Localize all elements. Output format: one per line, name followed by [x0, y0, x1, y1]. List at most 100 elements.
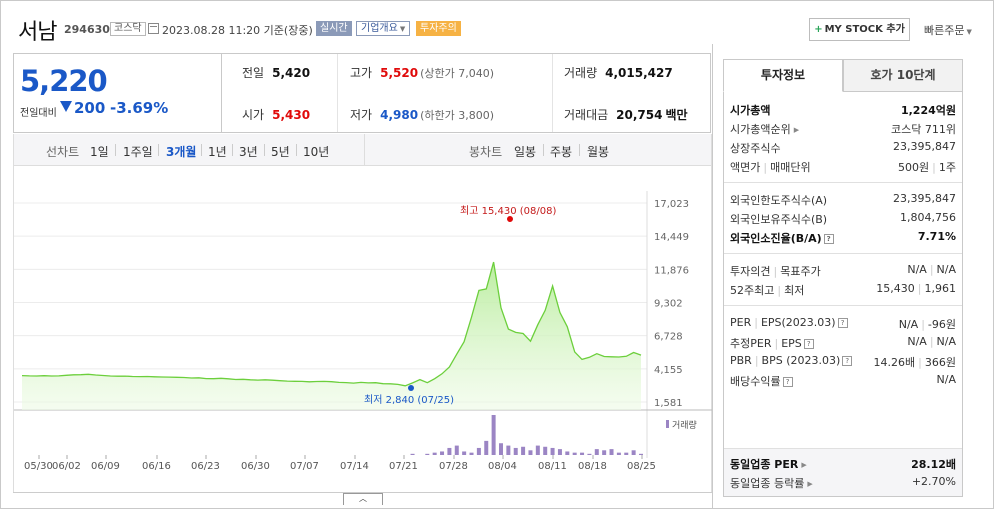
- x-tick-label: 07/21: [389, 461, 418, 472]
- help-icon[interactable]: ?: [842, 356, 853, 366]
- row-value2: 1주: [938, 161, 956, 174]
- stat-value: 4,015,427: [605, 66, 673, 80]
- y-tick-label: 14,449: [654, 232, 689, 243]
- chevron-down-icon: ▼: [966, 28, 972, 36]
- volume-bar: [410, 453, 415, 455]
- tab-weekly[interactable]: 주봉: [550, 145, 573, 159]
- row-peer-per[interactable]: 동일업종 PER ▶ 28.12배: [730, 456, 956, 472]
- stock-code: 294630: [64, 23, 110, 36]
- row-key2: BPS (2023.03): [761, 354, 841, 367]
- stat-label: 전일: [242, 66, 265, 80]
- investment-info-panel: 투자정보 호가 10단계 시가총액 1,224억원 시가총액순위 ▶ 코스닥 71…: [712, 44, 994, 509]
- tab-1w[interactable]: 1주일: [123, 145, 153, 159]
- volume-bar: [572, 452, 577, 455]
- row-dividend: 배당수익률? N/A: [730, 373, 956, 389]
- tab-5y[interactable]: 5년: [271, 145, 290, 159]
- tabs-divider: [364, 134, 365, 166]
- volume-bar: [447, 447, 452, 455]
- y-tick-label: 4,155: [654, 365, 683, 376]
- max-label: 최고 15,430 (08/08): [460, 205, 556, 217]
- row-52week: 52주최고 | 최저 15,430 | 1,961: [730, 282, 956, 297]
- stat-high: 고가 5,520 (상한가 7,040): [350, 64, 494, 81]
- y-tick-label: 6,728: [654, 332, 683, 343]
- row-key: 상장주식수: [730, 142, 781, 155]
- min-label: 최저 2,840 (07/25): [364, 394, 454, 406]
- chart-collapse-button[interactable]: ︿: [343, 493, 383, 505]
- row-value: 15,430: [876, 282, 915, 295]
- investment-warning-badge: 투자주의: [416, 21, 461, 36]
- chevron-right-icon: ▶: [793, 126, 800, 134]
- help-icon[interactable]: ?: [823, 234, 834, 244]
- help-icon[interactable]: ?: [837, 318, 848, 328]
- tab-divider: [115, 144, 116, 156]
- tab-divider: [579, 144, 580, 156]
- price-chart-svg: 17,023 14,449 11,876 9,302 6,728 4,155 1,581 거…: [14, 191, 713, 472]
- tab-divider: [232, 144, 233, 156]
- row-key2: 매매단위: [770, 161, 811, 174]
- volume-bar: [469, 452, 474, 455]
- volume-bar: [462, 451, 467, 455]
- calendar-icon: [148, 23, 159, 34]
- y-tick-label: 9,302: [654, 299, 683, 310]
- chevron-right-icon: ▶: [801, 461, 807, 469]
- volume-bar: [535, 445, 540, 455]
- volume-bar: [557, 449, 562, 455]
- tab-divider: [296, 144, 297, 156]
- stat-low: 저가 4,980 (하한가 3,800): [350, 106, 494, 123]
- tab-1y[interactable]: 1년: [208, 145, 227, 159]
- volume-bar: [580, 452, 585, 455]
- volume-bar: [543, 446, 548, 455]
- row-key: 동일업종 등락률: [730, 477, 805, 490]
- peer-section: [724, 448, 962, 496]
- x-tick-label: 08/18: [578, 461, 607, 472]
- stat-label: 고가: [350, 66, 373, 80]
- chevron-right-icon: ▶: [807, 480, 813, 488]
- row-market-cap-rank[interactable]: 시가총액순위 ▶ 코스닥 711위: [730, 121, 956, 137]
- min-marker: [408, 385, 414, 391]
- stat-value: 5,420: [272, 66, 311, 80]
- volume-bar: [491, 415, 496, 455]
- row-est-per: 추정PER | EPS? N/A | N/A: [730, 335, 956, 350]
- tab-1d[interactable]: 1일: [90, 145, 109, 159]
- quick-order-label: 빠른주문: [924, 24, 965, 37]
- candle-chart-label: 봉차트: [469, 145, 503, 159]
- tab-3y[interactable]: 3년: [239, 145, 258, 159]
- row-value: N/A: [898, 318, 919, 331]
- help-icon[interactable]: ?: [782, 377, 793, 387]
- max-marker: [507, 216, 513, 222]
- investment-info-body: 시가총액 1,224억원 시가총액순위 ▶ 코스닥 711위 상장주식수 23,3…: [723, 92, 963, 497]
- row-key2: EPS: [781, 337, 802, 350]
- x-tick-label: 08/04: [488, 461, 517, 472]
- tab-investment-info[interactable]: 투자정보: [723, 59, 843, 92]
- row-par-value: 액면가 | 매매단위 500원 | 1주: [730, 161, 956, 174]
- row-key: 외국인보유주식수(B): [730, 213, 828, 226]
- help-icon[interactable]: ?: [803, 339, 814, 349]
- stat-open: 시가 5,430: [242, 106, 310, 123]
- row-peer-change[interactable]: 동일업종 등락률 ▶ +2.70%: [730, 475, 956, 491]
- company-overview-button[interactable]: 기업개요 ▼: [356, 21, 411, 36]
- row-key: PBR: [730, 354, 752, 367]
- row-key2: 최저: [784, 284, 805, 297]
- quick-order-button[interactable]: 빠른주문 ▼: [924, 22, 972, 38]
- tab-3m[interactable]: 3개월: [166, 145, 197, 159]
- info-tabs: 투자정보 호가 10단계: [723, 59, 963, 92]
- row-key: PER: [730, 316, 752, 329]
- volume-bar: [506, 445, 511, 455]
- stat-prev-close: 전일 5,420: [242, 64, 310, 81]
- add-mystock-button[interactable]: + MY STOCK 추가: [809, 18, 910, 41]
- tab-10y[interactable]: 10년: [303, 145, 330, 159]
- x-tick-label: 07/14: [340, 461, 369, 472]
- tab-daily[interactable]: 일봉: [514, 145, 537, 159]
- chevron-up-icon: ︿: [359, 494, 367, 503]
- tab-orderbook-10[interactable]: 호가 10단계: [843, 59, 963, 92]
- realtime-button[interactable]: 실시간: [316, 21, 352, 36]
- current-price-box: 5,220 전일대비 200 -3.69%: [13, 53, 221, 133]
- tab-divider: [543, 144, 544, 156]
- row-key: 52주최고: [730, 284, 775, 297]
- stat-label: 거래대금: [564, 108, 609, 122]
- row-listed-shares: 상장주식수 23,395,847: [730, 140, 956, 156]
- tab-monthly[interactable]: 월봉: [587, 145, 610, 159]
- stat-value: 4,980: [380, 108, 419, 122]
- volume-bar: [565, 451, 570, 455]
- volume-bar: [528, 450, 533, 455]
